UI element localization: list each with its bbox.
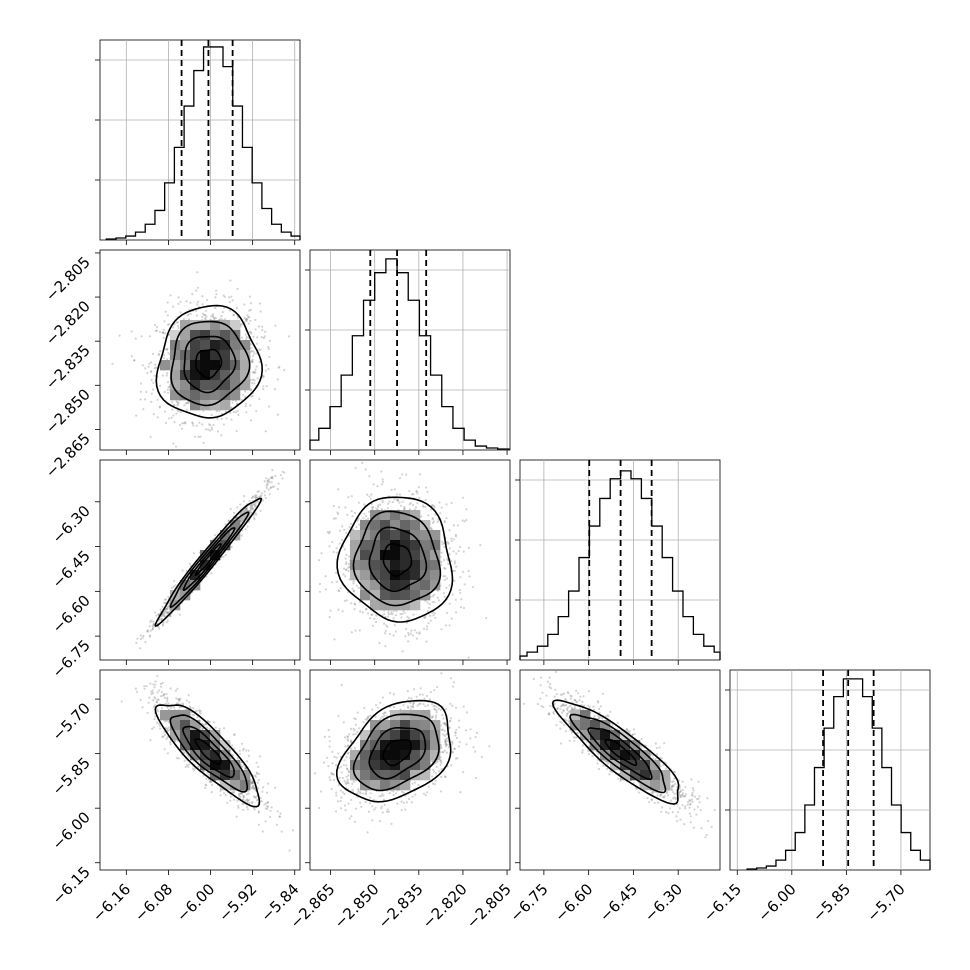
y-tick-label-1-0: −2.865 [42,430,94,482]
y-tick-label-3-1: −6.00 [49,808,94,853]
x-tick-label-3-2: −5.85 [809,880,854,925]
contour-level-3 [155,304,264,419]
contour-level-2 [352,713,440,792]
panel-frame [99,459,301,661]
x-tick-label-1-3: −2.820 [419,880,471,932]
contour-level-0 [194,543,222,576]
scatter-panel-1-3 [309,669,511,871]
y-tick-label-2-0: −6.75 [49,636,94,681]
scatter-panel-1-2 [309,459,511,661]
contours [551,699,680,805]
contour-level-2 [169,714,248,793]
y-tick-label-3-0: −6.15 [49,863,94,908]
contours [155,304,264,419]
panel-frame [99,39,301,241]
y-tick-label-1-1: −2.850 [42,385,94,437]
x-tick-label-2-2: −6.45 [596,880,641,925]
contour-level-1 [368,526,428,593]
panel-frame [99,249,301,451]
scatter-panel-0-2 [99,459,301,661]
histogram-panel-2 [515,459,721,661]
histogram-bars-1 [309,258,510,450]
panel-frame [729,669,931,871]
density-cells [350,710,441,791]
x-tick-label-1-2: −2.835 [375,880,427,932]
contour-level-2 [569,713,667,794]
y-tick-label-1-4: −2.805 [42,253,94,305]
contour-level-1 [587,727,653,781]
x-tick-label-0-2: −6.00 [173,880,218,925]
contour-level-3 [154,497,263,627]
panel-frame [519,669,721,871]
histogram-bars-0 [105,46,301,240]
x-tick-label-2-0: −6.75 [506,880,551,925]
x-tick-label-2-1: −6.60 [551,880,596,925]
panel-frame [309,669,511,871]
y-tick-label-2-2: −6.45 [49,547,94,592]
scatter-panel-0-3 [99,669,301,871]
contour-level-0 [382,739,412,767]
contour-level-0 [382,542,413,577]
contour-level-3 [551,699,680,805]
x-tick-label-3-3: −5.70 [864,880,909,925]
contour-level-0 [195,348,223,379]
histogram-bars-3 [746,678,931,870]
contour-level-3 [154,704,261,808]
contour-level-2 [170,320,251,407]
density-cells [160,320,251,411]
contours [336,496,454,623]
x-tick-label-0-0: −6.16 [89,880,134,925]
contours [336,699,452,803]
y-tick-label-2-3: −6.30 [49,502,94,547]
contours [154,497,263,627]
contour-level-1 [182,725,235,779]
y-tick-label-3-2: −5.85 [49,754,94,799]
scatter-panel-2-3 [519,669,721,871]
x-tick-label-2-3: −6.30 [641,880,686,925]
contour-level-3 [336,699,452,803]
panel-frame [309,249,511,451]
contour-level-2 [352,510,442,607]
scatter-panel-0-1 [99,249,301,451]
contour-level-1 [183,335,237,394]
x-tick-label-1-4: −2.805 [463,880,515,932]
panel-frame [309,459,511,661]
x-tick-label-3-0: −6.15 [700,880,745,925]
contour-level-0 [194,738,222,766]
contour-level-1 [182,527,236,591]
contour-level-2 [169,511,250,608]
contour-level-3 [336,496,454,623]
y-tick-label-1-3: −2.820 [42,297,94,349]
contours [154,704,261,808]
y-tick-label-1-2: −2.835 [42,341,94,393]
histogram-panel-0 [95,39,301,241]
y-tick-label-3-3: −5.70 [49,699,94,744]
contour-level-0 [604,739,638,766]
contour-level-1 [368,727,427,780]
y-tick-label-2-1: −6.60 [49,591,94,636]
histogram-panel-3 [725,669,931,871]
panel-frame [99,669,301,871]
x-tick-label-1-1: −2.850 [331,880,383,932]
histogram-panel-1 [305,249,511,451]
x-tick-label-0-3: −5.92 [215,880,260,925]
x-tick-label-0-1: −6.08 [131,880,176,925]
x-tick-label-3-1: −6.00 [754,880,799,925]
